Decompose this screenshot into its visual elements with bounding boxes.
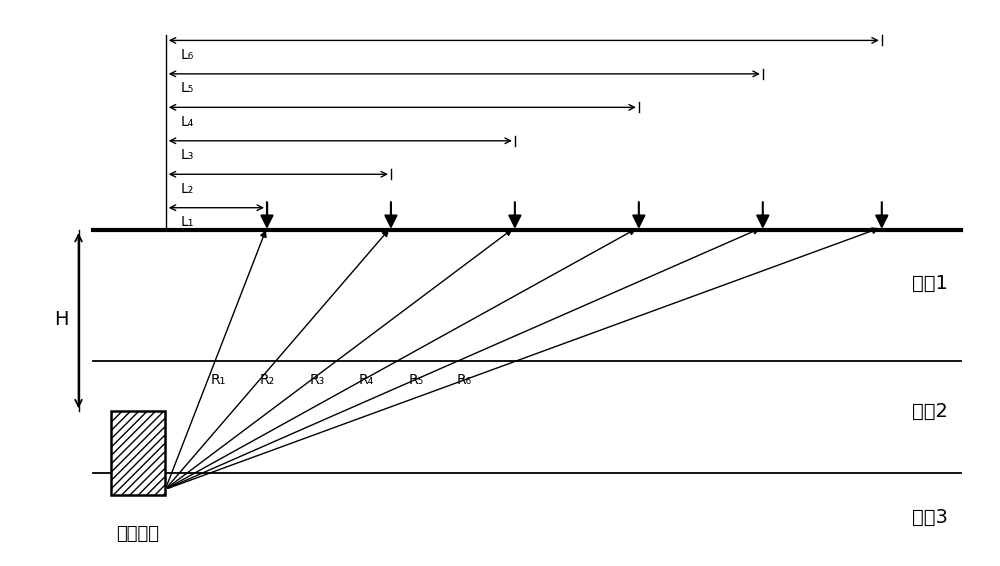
Text: R₃: R₃	[309, 373, 325, 387]
Text: L₅: L₅	[181, 81, 194, 95]
Text: 炸药震源: 炸药震源	[117, 525, 160, 543]
Text: R₂: R₂	[260, 373, 275, 387]
Text: H: H	[54, 310, 69, 329]
Text: L₆: L₆	[181, 48, 194, 62]
Text: R₅: R₅	[409, 373, 424, 387]
Bar	[111, 411, 165, 495]
Text: L₄: L₄	[181, 114, 194, 128]
Text: L₁: L₁	[181, 215, 194, 229]
Text: R₆: R₆	[456, 373, 471, 387]
Text: 地兤3: 地兤3	[912, 508, 947, 527]
Text: R₄: R₄	[359, 373, 374, 387]
Text: 地兤2: 地兤2	[912, 402, 947, 421]
Text: L₃: L₃	[181, 148, 194, 162]
Text: R₁: R₁	[210, 373, 225, 387]
Text: 地兤1: 地兤1	[912, 273, 947, 293]
Text: L₂: L₂	[181, 182, 194, 195]
